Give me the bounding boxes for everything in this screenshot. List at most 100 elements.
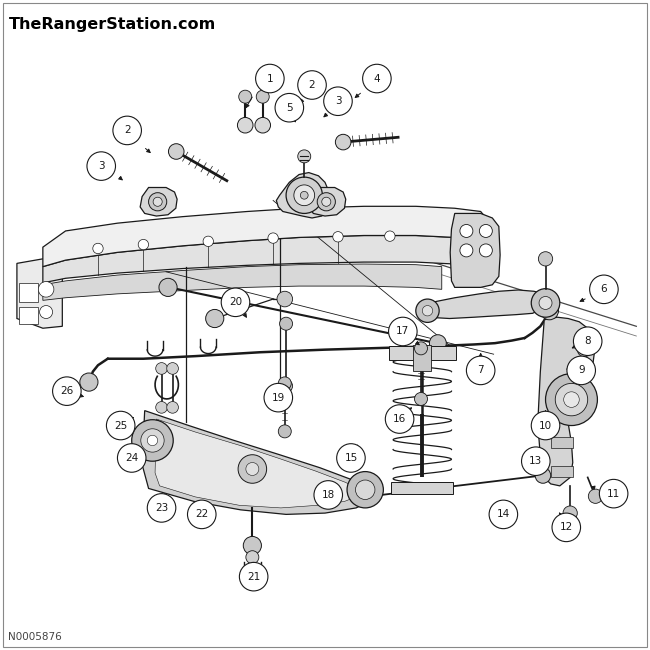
Circle shape (80, 373, 98, 391)
Circle shape (531, 289, 560, 317)
Circle shape (278, 377, 291, 390)
Circle shape (38, 281, 54, 297)
Circle shape (563, 506, 577, 520)
Circle shape (237, 118, 253, 133)
Text: 6: 6 (601, 284, 607, 294)
Circle shape (113, 116, 142, 145)
Circle shape (317, 192, 335, 211)
Circle shape (298, 150, 311, 163)
Circle shape (479, 224, 492, 237)
Circle shape (335, 135, 351, 150)
Text: 11: 11 (607, 489, 620, 499)
Circle shape (552, 513, 580, 541)
Text: 13: 13 (529, 456, 542, 466)
Polygon shape (142, 411, 376, 514)
Circle shape (167, 363, 178, 374)
Circle shape (531, 411, 560, 440)
Bar (551, 466, 573, 477)
Circle shape (555, 384, 588, 416)
Circle shape (430, 335, 447, 352)
Circle shape (205, 309, 224, 328)
Circle shape (187, 500, 216, 528)
Polygon shape (140, 187, 177, 216)
Circle shape (590, 275, 618, 304)
Polygon shape (43, 206, 487, 266)
Circle shape (356, 489, 372, 504)
Circle shape (280, 317, 292, 330)
Circle shape (40, 306, 53, 318)
Circle shape (539, 296, 552, 309)
Circle shape (255, 118, 270, 133)
Circle shape (156, 363, 168, 374)
Circle shape (87, 152, 116, 180)
Circle shape (314, 480, 343, 509)
Circle shape (567, 356, 595, 385)
Text: 21: 21 (247, 571, 260, 582)
Circle shape (148, 436, 158, 446)
Circle shape (239, 562, 268, 591)
Circle shape (138, 239, 149, 250)
Circle shape (540, 302, 558, 320)
Text: 5: 5 (286, 103, 292, 112)
Circle shape (246, 551, 259, 564)
Text: 24: 24 (125, 453, 138, 463)
Polygon shape (426, 290, 545, 318)
Text: TheRangerStation.com: TheRangerStation.com (8, 17, 216, 32)
Circle shape (385, 231, 395, 241)
Text: 17: 17 (396, 326, 410, 337)
Bar (389, 346, 456, 360)
Circle shape (118, 444, 146, 473)
Circle shape (246, 463, 259, 476)
Circle shape (389, 317, 417, 346)
Text: 4: 4 (374, 73, 380, 84)
Circle shape (277, 291, 292, 307)
Circle shape (238, 455, 266, 483)
Text: 8: 8 (584, 336, 591, 346)
Bar (391, 482, 454, 493)
Bar (19, 283, 38, 302)
Circle shape (577, 343, 592, 357)
Circle shape (167, 402, 178, 413)
Circle shape (280, 380, 292, 393)
Circle shape (324, 87, 352, 116)
Polygon shape (43, 235, 487, 283)
Text: 9: 9 (578, 365, 584, 376)
Text: 2: 2 (309, 80, 315, 90)
Circle shape (107, 411, 135, 440)
Circle shape (156, 402, 168, 413)
Text: 15: 15 (344, 453, 358, 463)
Polygon shape (17, 259, 62, 328)
Text: N0005876: N0005876 (8, 632, 62, 642)
Circle shape (467, 356, 495, 385)
Circle shape (460, 244, 473, 257)
Circle shape (239, 90, 252, 103)
Text: 10: 10 (539, 421, 552, 430)
Circle shape (300, 191, 308, 199)
Circle shape (422, 306, 433, 316)
Bar (551, 437, 573, 448)
Text: 18: 18 (322, 490, 335, 500)
Circle shape (298, 71, 326, 99)
Text: 16: 16 (393, 414, 406, 424)
Circle shape (153, 197, 162, 206)
Circle shape (264, 384, 292, 412)
Circle shape (479, 244, 492, 257)
Circle shape (132, 420, 173, 462)
Circle shape (415, 393, 428, 406)
Polygon shape (155, 419, 363, 508)
Circle shape (538, 252, 552, 266)
Circle shape (159, 278, 177, 296)
Circle shape (256, 90, 269, 103)
Bar (19, 307, 38, 324)
Text: 14: 14 (497, 510, 510, 519)
Text: 22: 22 (195, 510, 209, 519)
Circle shape (545, 374, 597, 426)
Circle shape (535, 468, 551, 483)
Circle shape (521, 447, 550, 476)
Circle shape (168, 144, 184, 159)
Circle shape (573, 327, 602, 356)
Text: 7: 7 (477, 365, 484, 376)
Circle shape (356, 480, 375, 499)
Text: 26: 26 (60, 386, 73, 396)
Text: 25: 25 (114, 421, 127, 430)
